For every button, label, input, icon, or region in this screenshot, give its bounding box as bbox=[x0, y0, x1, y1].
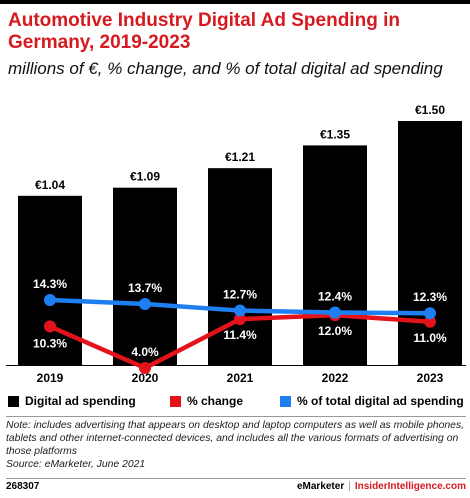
top-bar bbox=[0, 0, 470, 4]
chart-title: Automotive Industry Digital Ad Spending … bbox=[8, 10, 400, 53]
change-point bbox=[139, 361, 151, 374]
legend: Digital ad spending % change % of total … bbox=[8, 394, 468, 412]
legend-item-digital-ad-spending: Digital ad spending bbox=[8, 394, 136, 408]
change-point bbox=[424, 315, 436, 328]
legend-label: % of total digital ad spending bbox=[297, 394, 464, 408]
share-point bbox=[329, 306, 341, 319]
bar-value-label: €1.50 bbox=[415, 103, 445, 117]
bar bbox=[398, 121, 462, 365]
divider bbox=[6, 478, 466, 479]
footer: 268307 eMarketer | InsiderIntelligence.com bbox=[6, 481, 466, 495]
brand-emarketer: eMarketer bbox=[296, 481, 345, 492]
x-tick-label: 2022 bbox=[322, 371, 349, 385]
share-point bbox=[139, 297, 151, 310]
change-point bbox=[234, 313, 246, 326]
change-point bbox=[44, 320, 56, 333]
bar-value-label: €1.21 bbox=[225, 150, 255, 164]
note-text: Note: includes advertising that appears … bbox=[6, 420, 465, 457]
change-value-label: 11.0% bbox=[413, 331, 447, 345]
footnote: Note: includes advertising that appears … bbox=[6, 419, 468, 471]
x-tick-label: 2023 bbox=[417, 371, 444, 385]
chart-id: 268307 bbox=[6, 481, 40, 492]
bar bbox=[303, 145, 367, 365]
bar-value-label: €1.35 bbox=[320, 127, 350, 141]
source-text: Source: eMarketer, June 2021 bbox=[6, 459, 146, 470]
legend-swatch-share bbox=[280, 395, 291, 407]
legend-swatch-bars bbox=[8, 395, 19, 407]
x-tick-label: 2020 bbox=[132, 371, 159, 385]
share-point bbox=[234, 304, 246, 317]
legend-item-change: % change bbox=[170, 394, 243, 408]
chart-area: €1.04 €1.09 €1.21 €1.35 €1.50 2019 2020 2021 202… bbox=[6, 103, 466, 385]
change-value-label: 10.3% bbox=[33, 336, 67, 350]
legend-label: % change bbox=[187, 394, 244, 408]
share-value-label: 12.4% bbox=[318, 290, 352, 304]
brand-insider-intelligence: InsiderIntelligence.com bbox=[354, 481, 466, 492]
change-value-label: 12.0% bbox=[318, 324, 352, 338]
x-tick-label: 2021 bbox=[227, 371, 254, 385]
share-value-label: 12.3% bbox=[413, 290, 447, 304]
footer-separator: | bbox=[348, 481, 351, 492]
chart-subtitle: millions of €, % change, and % of total … bbox=[8, 59, 443, 78]
legend-item-share: % of total digital ad spending bbox=[280, 394, 464, 408]
share-point bbox=[44, 294, 56, 306]
legend-swatch-change bbox=[170, 395, 181, 407]
share-value-label: 12.7% bbox=[223, 288, 257, 302]
x-tick-label: 2019 bbox=[37, 371, 64, 385]
change-value-label: 11.4% bbox=[223, 328, 257, 342]
bar bbox=[113, 187, 177, 365]
footer-brand: eMarketer | InsiderIntelligence.com bbox=[297, 481, 466, 492]
share-point bbox=[424, 307, 436, 320]
legend-label: Digital ad spending bbox=[25, 394, 136, 408]
bar-value-label: €1.04 bbox=[35, 178, 65, 192]
share-value-label: 14.3% bbox=[33, 277, 67, 291]
divider bbox=[6, 416, 466, 417]
share-value-label: 13.7% bbox=[128, 281, 162, 295]
change-value-label: 4.0% bbox=[131, 345, 159, 359]
bar-value-label: €1.09 bbox=[130, 170, 160, 184]
